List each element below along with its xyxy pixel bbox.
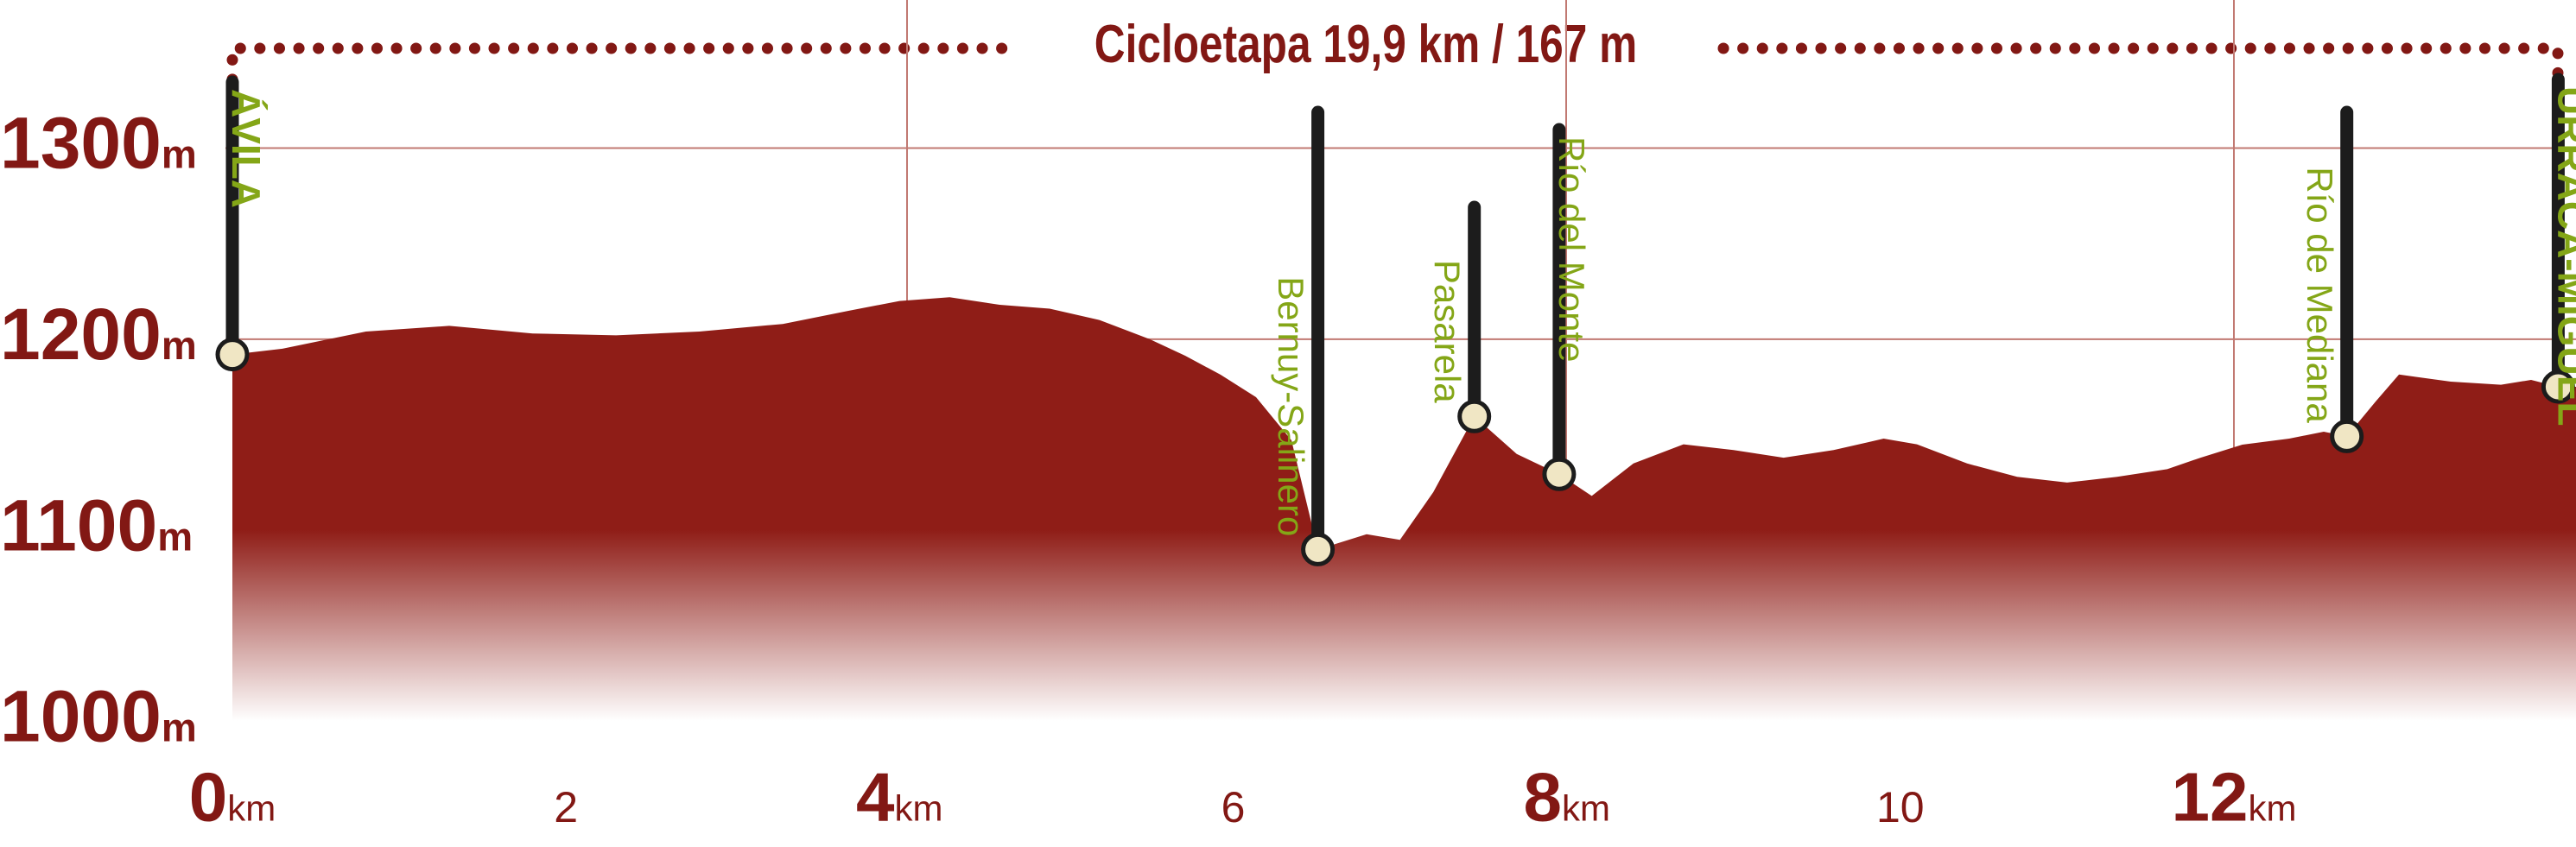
svg-text:1300m: 1300m: [0, 103, 197, 184]
svg-text:Pasarela: Pasarela: [1427, 260, 1468, 403]
svg-text:Río del Monte: Río del Monte: [1551, 136, 1592, 362]
svg-text:4km: 4km: [856, 759, 943, 836]
svg-text:URRACA-MIGUEL: URRACA-MIGUEL: [2549, 86, 2576, 427]
svg-text:10: 10: [1876, 783, 1925, 831]
svg-text:2: 2: [554, 783, 578, 831]
svg-text:1100m: 1100m: [0, 484, 193, 566]
svg-text:Bernuy-Salinero: Bernuy-Salinero: [1271, 276, 1311, 536]
svg-text:Cicloetapa 19,9 km / 167 m: Cicloetapa 19,9 km / 167 m: [1094, 14, 1637, 74]
svg-text:12km: 12km: [2172, 759, 2297, 836]
svg-text:6: 6: [1221, 783, 1246, 831]
svg-text:ÁVILA: ÁVILA: [224, 89, 269, 208]
svg-text:1000m: 1000m: [0, 676, 197, 757]
svg-text:0km: 0km: [189, 759, 276, 836]
svg-text:8km: 8km: [1523, 759, 1610, 836]
svg-text:Río de Mediana: Río de Mediana: [2300, 167, 2340, 423]
svg-text:1200m: 1200m: [0, 294, 197, 375]
